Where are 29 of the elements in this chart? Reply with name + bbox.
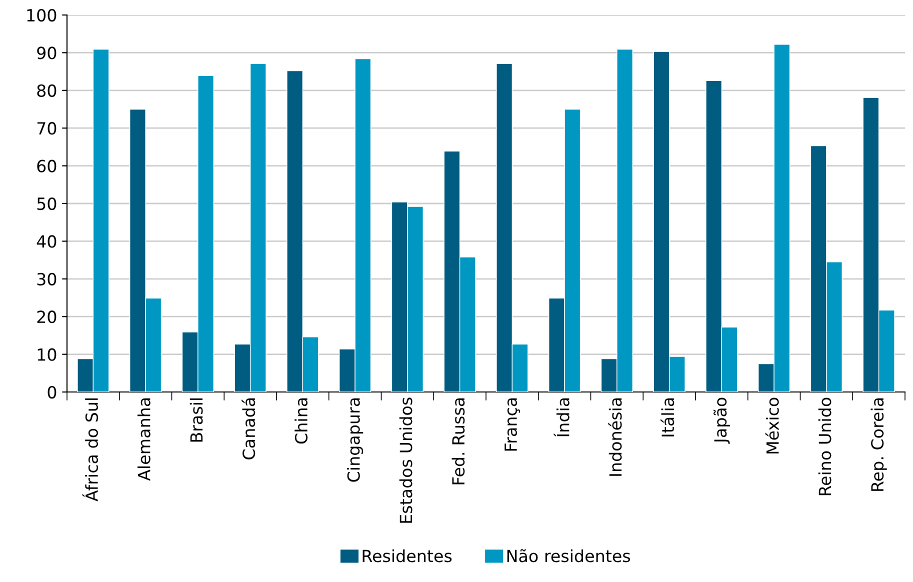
x-tick-label: Rep. Coreia [870,398,887,491]
x-tick-label: Fed. Russa [452,398,465,484]
x-tick-label: Cingapura [346,398,364,482]
x-tick-label: Canadá [242,398,256,460]
x-tick-label: México [765,398,779,454]
legend-label: Não residentes [507,549,630,562]
y-tick-label: 40 [36,235,56,248]
x-tick-label: Indonésia [608,398,622,476]
x-tick-label: China [294,398,308,444]
y-tick-label: 0 [48,386,56,399]
legend-label: Residentes [362,549,452,562]
x-tick-label: Japão [713,398,730,444]
x-tick-label: França [504,398,520,451]
y-tick-label: 70 [37,122,56,135]
y-tick-label: 50 [37,197,56,210]
x-tick-label: Brasil [190,398,203,442]
y-tick-label: 20 [37,310,56,324]
y-tick-label: 90 [37,46,56,60]
y-tick-label: 80 [37,84,56,97]
y-tick-label: 30 [37,272,56,286]
x-tick-label: Estados Unidos [399,398,412,523]
x-tick-label: Itália [660,398,674,436]
x-tick-label: Reino Unido [818,398,832,496]
y-tick-label: 100 [27,8,56,22]
x-tick-label: África do Sul [82,398,98,502]
x-tick-label: Alemanha [137,398,150,481]
x-tick-label: Índia [554,398,570,436]
y-tick-label: 60 [37,160,56,172]
y-tick-label: 10 [38,348,56,361]
